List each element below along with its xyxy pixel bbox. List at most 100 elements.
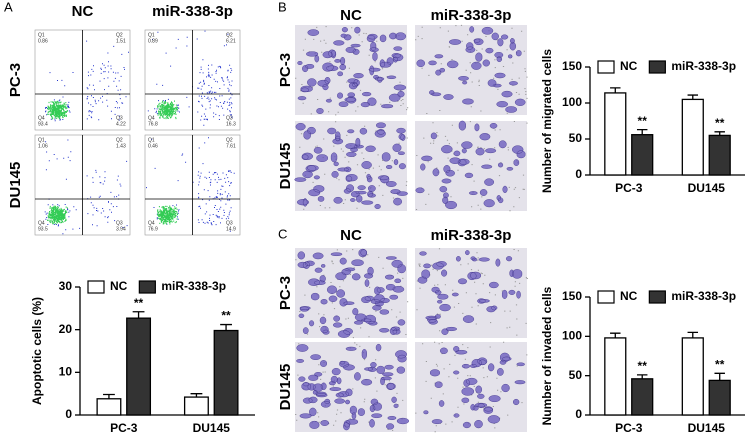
panel-label: C xyxy=(278,226,287,241)
panel-label: A xyxy=(4,0,13,14)
column-header: miR-338-3p xyxy=(152,3,233,20)
flow-events xyxy=(146,137,235,232)
quadrant-value: 14.9 xyxy=(226,226,236,232)
quadrant-name: Q1 xyxy=(148,32,155,38)
significance: ** xyxy=(715,357,725,371)
error-bar xyxy=(636,128,648,135)
quadrant-name: Q3 xyxy=(226,115,233,121)
quadrant-name: Q3 xyxy=(226,220,233,226)
quadrant-value: 0.89 xyxy=(148,38,158,44)
x-tick-label: PC-3 xyxy=(615,421,643,435)
legend-label: miR-338-3p xyxy=(161,279,226,293)
legend-swatch xyxy=(597,60,615,74)
y-axis-label: Apoptotic cells (%) xyxy=(30,297,44,405)
row-header: DU145 xyxy=(277,364,294,411)
significance: ** xyxy=(638,359,648,373)
stained-cells xyxy=(417,250,523,335)
flow-core xyxy=(157,100,178,120)
y-tick-label: 20 xyxy=(59,322,73,336)
stained-cells xyxy=(297,26,407,114)
flow-core xyxy=(47,205,68,225)
cell-image xyxy=(415,342,527,432)
legend-swatch xyxy=(87,280,105,294)
legend-label: NC xyxy=(620,289,638,303)
quadrant-value: 16.3 xyxy=(226,121,236,127)
error-bar xyxy=(636,374,648,379)
flow-core xyxy=(157,205,178,225)
error-bar xyxy=(687,94,699,100)
y-axis-label: Number of invaded cells xyxy=(540,286,554,425)
quadrant-name: Q2 xyxy=(226,137,233,143)
significance: ** xyxy=(715,116,725,130)
quadrant-value: 93.5 xyxy=(38,226,48,232)
quadrant-value: 6.21 xyxy=(226,38,236,44)
flow-core xyxy=(47,100,68,120)
quadrant-value: 76.8 xyxy=(148,121,158,127)
column-header: miR-338-3p xyxy=(431,7,512,24)
quadrant-name: Q4 xyxy=(38,115,45,121)
quadrant-value: 4.22 xyxy=(116,121,126,127)
stained-cells xyxy=(423,346,526,429)
quadrant-value: 93.4 xyxy=(38,121,48,127)
stained-cells xyxy=(416,26,526,113)
y-tick-label: 50 xyxy=(569,131,583,145)
y-tick-label: 100 xyxy=(562,95,582,109)
bar xyxy=(681,98,704,176)
significance: ** xyxy=(134,296,144,310)
x-tick-label: PC-3 xyxy=(110,421,138,435)
x-tick-label: DU145 xyxy=(193,421,231,435)
quadrant-value: 7.61 xyxy=(226,143,236,149)
bar xyxy=(96,398,122,416)
y-tick-label: 100 xyxy=(562,329,582,343)
stained-cells xyxy=(296,343,410,431)
bar xyxy=(213,329,239,416)
row-header: PC-3 xyxy=(7,63,24,97)
y-tick-label: 150 xyxy=(562,59,582,73)
error-bar xyxy=(687,331,699,338)
bar xyxy=(126,317,152,416)
column-header: miR-338-3p xyxy=(431,227,512,244)
quadrant-name: Q1 xyxy=(148,137,155,143)
y-tick-label: 0 xyxy=(575,167,582,181)
x-tick-label: DU145 xyxy=(688,181,726,195)
flow-events xyxy=(45,40,129,122)
error-bar xyxy=(610,87,621,93)
quadrant-value: 0.86 xyxy=(38,38,48,44)
significance: ** xyxy=(221,309,231,323)
y-axis-label: Number of migrated cells xyxy=(540,49,554,193)
legend-label: NC xyxy=(110,279,128,293)
quadrant-name: Q2 xyxy=(226,32,233,38)
quadrant-name: Q4 xyxy=(148,220,155,226)
bar xyxy=(631,134,654,176)
row-header: DU145 xyxy=(7,162,24,209)
bar xyxy=(708,134,731,176)
legend-label: NC xyxy=(620,59,638,73)
column-header: NC xyxy=(72,3,94,20)
bar xyxy=(604,337,627,416)
quadrant-name: Q4 xyxy=(38,220,45,226)
stained-cells xyxy=(415,120,526,210)
y-tick-label: 150 xyxy=(562,289,582,303)
x-tick-label: DU145 xyxy=(688,421,726,435)
quadrant-name: Q2 xyxy=(116,137,123,143)
quadrant-value: 76.9 xyxy=(148,226,158,232)
column-header: NC xyxy=(340,227,362,244)
error-bar xyxy=(103,393,115,399)
y-tick-label: 30 xyxy=(59,279,73,293)
legend-swatch xyxy=(648,60,666,74)
column-header: NC xyxy=(340,7,362,24)
quadrant-value: 1.43 xyxy=(116,143,126,149)
flow-events xyxy=(147,30,233,126)
legend-label: miR-338-3p xyxy=(671,289,736,303)
quadrant-name: Q1 xyxy=(38,32,45,38)
row-header: PC-3 xyxy=(277,53,294,87)
error-bar xyxy=(714,372,725,381)
bar xyxy=(708,379,731,416)
bar xyxy=(631,378,654,416)
quadrant-name: Q4 xyxy=(148,115,155,121)
panel-label: B xyxy=(278,0,287,14)
legend-label: miR-338-3p xyxy=(671,59,736,73)
quadrant-name: Q3 xyxy=(116,220,123,226)
x-tick-label: PC-3 xyxy=(615,181,643,195)
stained-cells xyxy=(297,248,406,338)
